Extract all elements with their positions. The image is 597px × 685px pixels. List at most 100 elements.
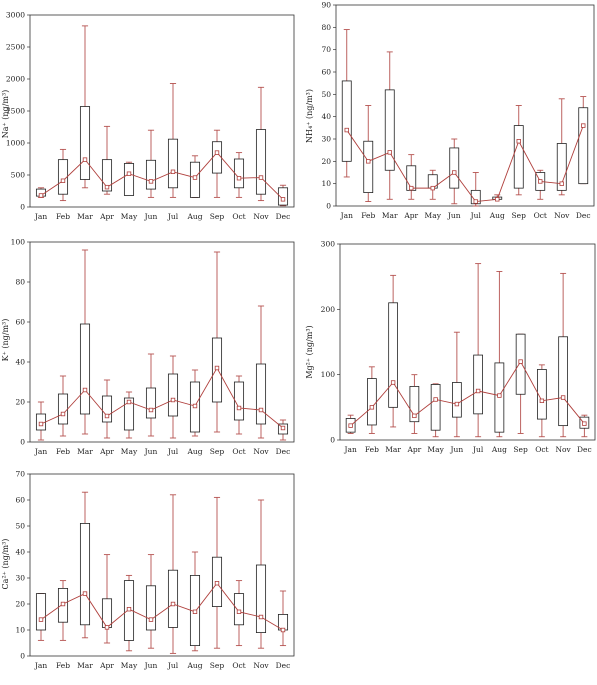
box-iqr <box>167 569 179 628</box>
mean-marker <box>538 179 543 184</box>
chart-mg: Mg²⁺ (ng/m³) 0 100 200 300 Jan Feb Mar Apr May Ju… <box>305 240 596 454</box>
mean-marker <box>126 399 132 405</box>
mean-marker <box>192 175 198 180</box>
mean-marker <box>170 397 176 403</box>
x-tick-label: Mar <box>382 211 398 220</box>
box-iqr <box>57 393 69 425</box>
mean-marker <box>280 627 286 633</box>
mean-marker <box>495 197 500 202</box>
x-tick-label: Dec <box>577 445 592 454</box>
chart-na: Na⁺ (ng/m³) 0 500 1000 1500 2000 2500 3000 Jan F… <box>1 11 295 221</box>
mean-marker <box>369 405 375 410</box>
x-tick-label: Nov <box>555 445 571 454</box>
box-iqr <box>145 387 157 419</box>
mean-marker <box>236 175 242 181</box>
x-tick-label: Mar <box>77 661 93 670</box>
mean-marker <box>366 159 371 164</box>
x-tick-label: Sep <box>513 445 528 454</box>
box-iqr <box>233 158 245 189</box>
box-iqr <box>367 378 377 426</box>
mean-marker <box>126 171 132 176</box>
box-iqr <box>79 106 91 180</box>
x-tick-label: Jan <box>34 212 47 221</box>
mean-marker <box>348 423 353 428</box>
box-iqr <box>558 336 568 427</box>
mean-marker <box>236 405 242 411</box>
x-tick-label: Sep <box>210 212 225 221</box>
box-iqr <box>255 363 267 425</box>
x-tick-label: Jul <box>167 447 179 456</box>
mean-marker <box>582 421 587 426</box>
y-axis-label: Na⁺ (ng/m³) <box>1 90 10 139</box>
x-tick-label: Jun <box>450 445 464 454</box>
box-iqr <box>35 593 47 631</box>
mean-marker <box>214 150 220 155</box>
box-iqr <box>167 373 179 417</box>
mean-marker <box>539 398 545 403</box>
box-iqr <box>277 187 289 206</box>
box-iqr <box>384 89 395 171</box>
x-tick-label: Jan <box>340 211 353 220</box>
mean-marker <box>104 625 110 630</box>
y-axis-label: Ca²⁺ (ng/m³) <box>1 539 10 590</box>
x-tick-label: Mar <box>385 445 401 454</box>
box-iqr <box>79 523 91 626</box>
x-tick-label: Dec <box>276 447 291 456</box>
y-tick-label: 50 <box>321 90 331 99</box>
x-tick-label: Dec <box>576 211 591 220</box>
x-tick-label: Nov <box>253 447 269 456</box>
y-tick-label: 30 <box>321 135 331 144</box>
mean-line <box>350 360 585 426</box>
box-iqr <box>556 143 567 191</box>
y-axis-label: NH₄⁺ (ng/m³) <box>305 89 314 143</box>
box-iqr <box>388 302 398 408</box>
y-tick-label: 20 <box>15 398 25 407</box>
x-tick-label: Sep <box>210 447 225 456</box>
mean-marker <box>344 127 349 133</box>
x-tick-label: Oct <box>535 445 548 454</box>
x-tick-label: Jun <box>144 447 158 456</box>
box-iqr <box>233 381 245 421</box>
x-tick-label: Oct <box>232 661 245 670</box>
x-tick-label: Apr <box>99 212 114 221</box>
x-tick-label: Feb <box>56 212 70 221</box>
mean-marker <box>148 179 154 184</box>
x-tick-label: Apr <box>406 445 421 454</box>
mean-marker <box>38 421 44 427</box>
box-iqr <box>123 163 135 196</box>
x-tick-label: Feb <box>56 447 70 456</box>
y-tick-label: 70 <box>321 45 331 54</box>
x-tick-label: Nov <box>554 211 570 220</box>
x-tick-label: Apr <box>99 447 114 456</box>
box-iqr <box>578 107 589 185</box>
box-iqr <box>452 382 462 418</box>
mean-marker <box>258 614 264 620</box>
x-tick-label: May <box>425 211 442 220</box>
box-iqr <box>515 333 526 395</box>
y-tick-label: 40 <box>15 548 25 557</box>
x-tick-label: May <box>121 447 138 456</box>
mean-marker <box>497 393 502 398</box>
mean-marker <box>38 617 44 622</box>
x-tick-label: Aug <box>489 211 505 220</box>
mean-marker <box>454 401 460 407</box>
mean-marker <box>148 617 154 622</box>
x-tick-label: Aug <box>491 445 507 454</box>
box-iqr <box>233 593 245 626</box>
box-iqr <box>537 369 547 420</box>
y-tick-label: 0 <box>326 202 331 211</box>
x-tick-label: Jan <box>34 661 47 670</box>
mean-line <box>40 367 284 429</box>
box-iqr <box>470 189 481 205</box>
box-iqr <box>449 147 460 189</box>
mean-marker <box>412 413 417 419</box>
mean-marker <box>104 413 110 419</box>
mean-marker <box>82 387 88 393</box>
x-tick-label: Jan <box>34 447 47 456</box>
plot-frame <box>29 241 295 443</box>
box-iqr <box>473 354 483 415</box>
y-tick-label: 90 <box>321 1 331 10</box>
x-tick-label: Jul <box>470 211 482 220</box>
mean-marker <box>60 411 66 417</box>
mean-line <box>346 125 584 203</box>
